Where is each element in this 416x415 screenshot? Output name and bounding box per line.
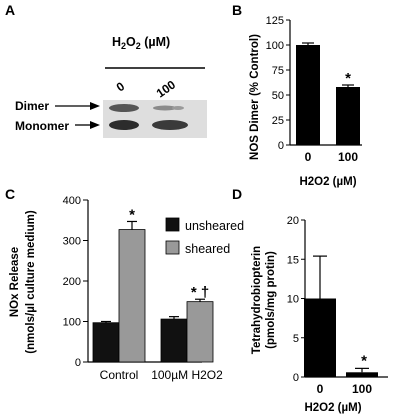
chart-b-bar [336,87,360,145]
panel-b-label: B [232,2,242,18]
legend-swatch-sheared [165,240,180,255]
chart-c-ylabel: NOx Release [9,247,21,317]
legend-label-sheared: sheared [185,242,230,256]
chart-b-ytick-label: 125 [266,15,284,27]
chart-c: 0 100 200 300 400 * Control * † 100µM H2O2 unshea… [63,195,244,382]
chart-d-ytick-label: 5 [293,333,299,345]
chart-d-bar [304,298,336,377]
chart-c-significance: * [129,206,135,223]
chart-d-ytick-label: 20 [287,215,299,227]
chart-c-ylabel2: (nmols/µl culture medium) [25,210,37,354]
chart-b-ytick-label: 50 [272,90,284,102]
chart-c-bar-unsheared [92,322,120,363]
chart-c-ytick-label: 400 [63,195,81,207]
chart-b-significance: * [345,70,351,87]
chart-b-ytick-label: 25 [272,115,284,127]
chart-b: 0 25 50 75 100 125 0 100 * [266,15,362,164]
chart-c-bar-unsheared [160,318,188,363]
chart-c-ytick-label: 200 [63,276,81,288]
chart-d-significance: * [361,352,367,369]
lane-label-0: 0 [114,79,128,94]
chart-c-bar-sheared [186,301,214,363]
chart-d-xtick-label: 0 [317,382,324,396]
chart-c-ytick-label: 100 [63,317,81,329]
panel-a-header: H2O2 (µM) [112,35,170,51]
chart-b-xtick-label: 0 [305,150,312,164]
panel-d-label: D [232,186,242,202]
chart-c-ytick-label: 300 [63,236,81,248]
chart-d-ylabel2: (pmols/mg protin) [265,251,277,349]
chart-b-xtick-label: 100 [338,150,358,164]
band-label-dimer: Dimer [15,99,49,113]
legend-swatch-unsheared [165,217,180,232]
chart-b-ytick-label: 100 [266,40,284,52]
chart-c-bar-sheared [118,229,146,363]
chart-b-ylabel: NOS Dimer (% Control) [249,34,261,160]
chart-d-ytick-label: 10 [287,294,299,306]
chart-d-ylabel: Tetrahydrobiopterin [251,246,263,354]
chart-b-ytick-label: 0 [278,140,284,152]
chart-c-ytick-label: 0 [75,357,81,369]
chart-b-xlabel: H2O2 (µM) [299,176,356,188]
chart-b-ytick-label: 75 [272,65,284,77]
panel-a-label: A [5,2,15,18]
chart-c-significance: * † [191,284,209,301]
chart-c-xtick-label: Control [100,368,139,382]
chart-d: 0 5 10 15 20 0 100 * [287,215,388,396]
chart-d-xlabel: H2O2 (µM) [304,402,361,414]
chart-d-ytick-label: 0 [293,372,299,384]
western-blot-image [103,100,207,138]
chart-d-xtick-label: 100 [352,382,372,396]
legend-label-unsheared: unsheared [185,219,244,233]
panel-c-label: C [5,186,15,202]
chart-b-bar [296,45,320,145]
band-label-monomer: Monomer [15,119,69,133]
chart-d-ytick-label: 15 [287,254,299,266]
lane-label-100: 100 [154,77,179,100]
chart-c-xtick-label: 100µM H2O2 [151,368,223,382]
monomer-arrow-icon [90,121,100,129]
chart-d-bar [346,372,378,377]
dimer-arrow-icon [90,102,100,110]
